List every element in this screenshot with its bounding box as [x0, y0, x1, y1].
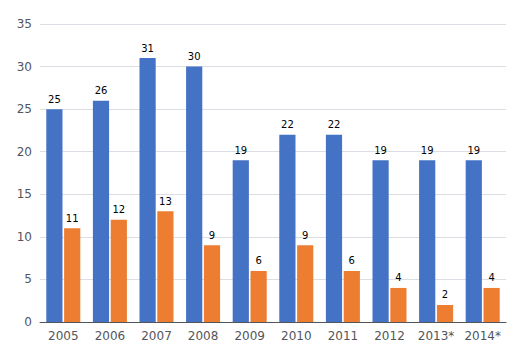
svg-text:26: 26 [95, 85, 108, 96]
svg-text:22: 22 [328, 119, 341, 130]
svg-text:19: 19 [467, 145, 480, 156]
svg-text:2009: 2009 [234, 329, 265, 343]
svg-text:0: 0 [24, 315, 32, 329]
svg-text:20: 20 [17, 145, 32, 159]
svg-text:2: 2 [442, 289, 448, 300]
svg-text:2007: 2007 [141, 329, 172, 343]
svg-text:9: 9 [209, 230, 215, 241]
svg-text:15: 15 [17, 187, 32, 201]
svg-text:13: 13 [159, 196, 172, 207]
svg-text:2014*: 2014* [464, 329, 501, 343]
svg-text:6: 6 [255, 255, 261, 266]
svg-text:6: 6 [349, 255, 355, 266]
svg-text:19: 19 [234, 145, 247, 156]
svg-text:25: 25 [48, 94, 61, 105]
svg-text:30: 30 [17, 60, 32, 74]
svg-text:2012: 2012 [374, 329, 405, 343]
svg-text:2013*: 2013* [418, 329, 455, 343]
svg-text:2005: 2005 [48, 329, 79, 343]
svg-text:4: 4 [488, 272, 494, 283]
svg-text:2011: 2011 [328, 329, 359, 343]
svg-text:5: 5 [24, 272, 32, 286]
svg-text:2008: 2008 [188, 329, 219, 343]
svg-text:12: 12 [112, 204, 125, 215]
svg-text:10: 10 [17, 230, 32, 244]
svg-text:19: 19 [421, 145, 434, 156]
svg-text:30: 30 [188, 51, 201, 62]
svg-text:9: 9 [302, 230, 308, 241]
svg-text:4: 4 [395, 272, 401, 283]
svg-text:2010: 2010 [281, 329, 312, 343]
svg-text:22: 22 [281, 119, 294, 130]
svg-text:35: 35 [17, 17, 32, 31]
svg-text:25: 25 [17, 102, 32, 116]
svg-text:31: 31 [141, 43, 154, 54]
svg-text:19: 19 [374, 145, 387, 156]
svg-text:11: 11 [66, 213, 79, 224]
svg-text:2006: 2006 [95, 329, 126, 343]
